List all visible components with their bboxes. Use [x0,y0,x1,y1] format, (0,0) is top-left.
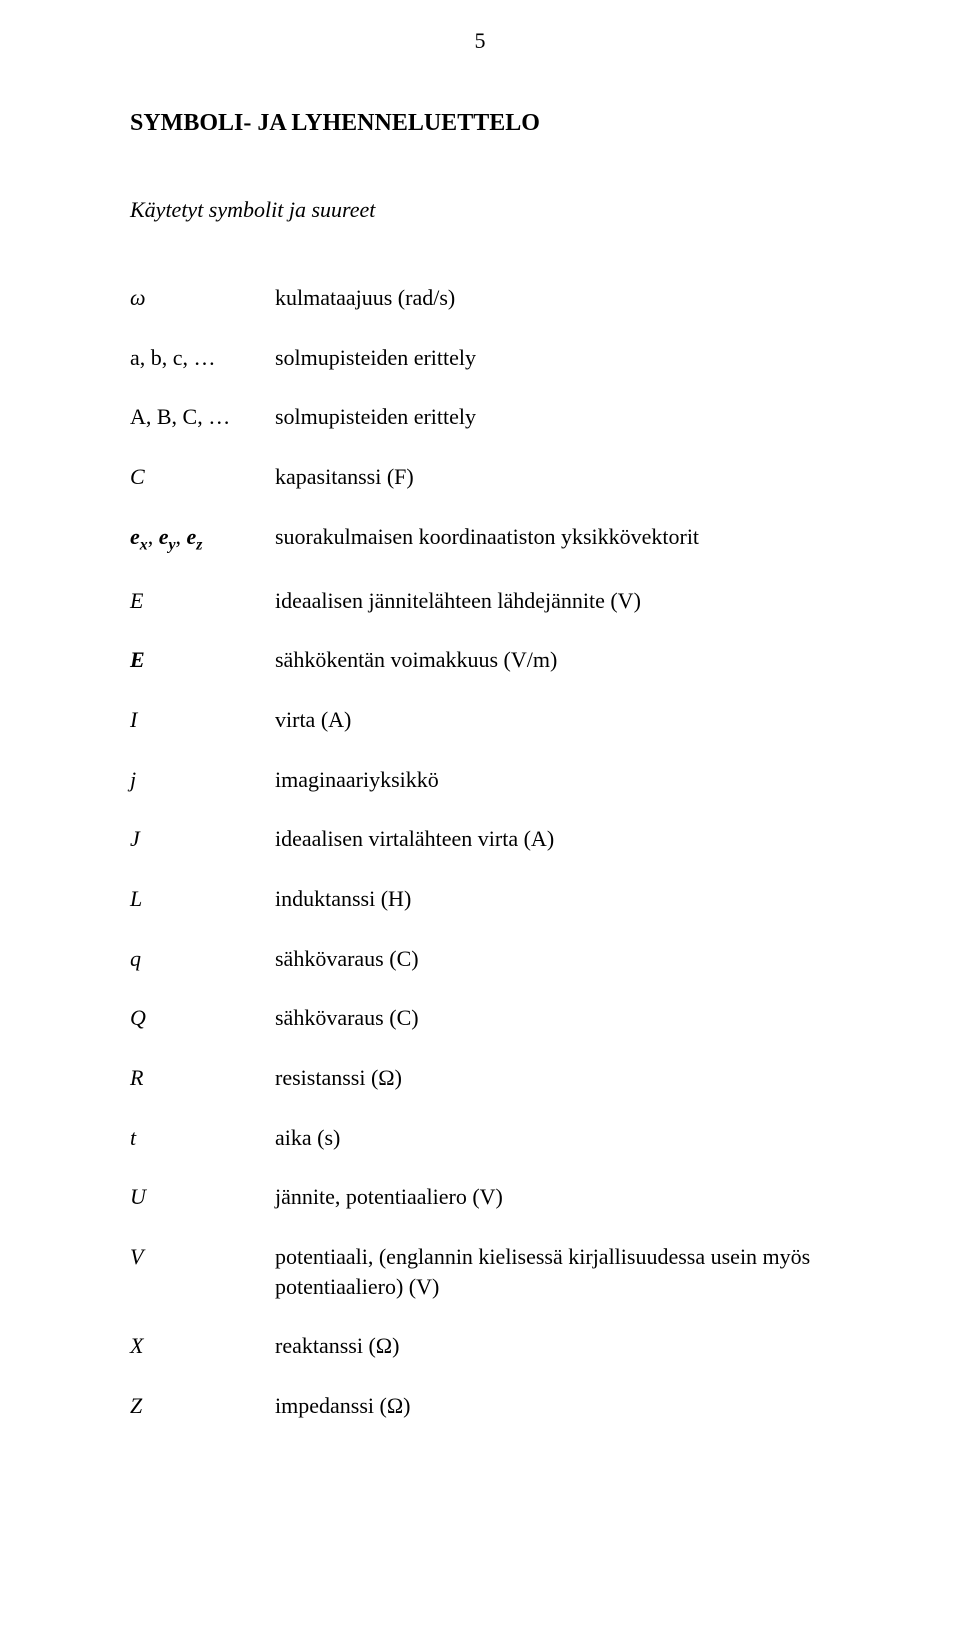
def-row-exyz: ex, ey, ez suorakulmaisen koordinaatisto… [130,522,850,556]
desc-l: induktanssi (H) [275,884,850,914]
def-row-e: E ideaalisen jännitelähteen lähdejännite… [130,586,850,616]
def-row-r: R resistanssi (Ω) [130,1063,850,1093]
e3: e [186,524,196,549]
page-number: 5 [0,28,960,54]
section-title: SYMBOLI- JA LYHENNELUETTELO [130,110,850,137]
symbol-abc: a, b, c, … [130,343,275,373]
symbol-omega: ω [130,283,275,313]
section-subtitle: Käytetyt symbolit ja suureet [130,197,850,223]
desc-r: resistanssi (Ω) [275,1063,850,1093]
symbol-v: V [130,1242,275,1272]
def-row-x: X reaktanssi (Ω) [130,1331,850,1361]
ellipsis: … [208,404,230,429]
def-row-omega: ω kulmataajuus (rad/s) [130,283,850,313]
desc-exyz: suorakulmaisen koordinaatiston yksikköve… [275,522,850,552]
symbol-q-upper: Q [130,1003,275,1033]
definition-list: ω kulmataajuus (rad/s) a, b, c, … solmup… [130,283,850,1421]
desc-e-bold: sähkökentän voimakkuus (V/m) [275,645,850,675]
symbol-q: q [130,944,275,974]
desc-i: virta (A) [275,705,850,735]
symbol-abc-upper-text: A, B, C, [130,404,208,429]
def-row-q-upper: Q sähkövaraus (C) [130,1003,850,1033]
symbol-e: E [130,586,275,616]
comma2: , [175,524,186,549]
e1: e [130,524,140,549]
def-row-v: V potentiaali, (englannin kielisessä kir… [130,1242,850,1301]
sub-z: z [196,536,202,553]
symbol-u: U [130,1182,275,1212]
symbol-exyz: ex, ey, ez [130,522,275,556]
symbol-abc-upper: A, B, C, … [130,402,275,432]
desc-q-upper: sähkövaraus (C) [275,1003,850,1033]
def-row-z: Z impedanssi (Ω) [130,1391,850,1421]
def-row-c: C kapasitanssi (F) [130,462,850,492]
desc-c: kapasitanssi (F) [275,462,850,492]
desc-z: impedanssi (Ω) [275,1391,850,1421]
e2: e [159,524,169,549]
symbol-e-bold: E [130,645,275,675]
def-row-abc-upper: A, B, C, … solmupisteiden erittely [130,402,850,432]
desc-t: aika (s) [275,1123,850,1153]
def-row-q: q sähkövaraus (C) [130,944,850,974]
def-row-e-bold: E sähkökentän voimakkuus (V/m) [130,645,850,675]
symbol-r: R [130,1063,275,1093]
desc-v: potentiaali, (englannin kielisessä kirja… [275,1242,850,1301]
desc-e: ideaalisen jännitelähteen lähdejännite (… [275,586,850,616]
symbol-i: I [130,705,275,735]
symbol-t: t [130,1123,275,1153]
desc-abc: solmupisteiden erittely [275,343,850,373]
def-row-t: t aika (s) [130,1123,850,1153]
desc-j: imaginaariyksikkö [275,765,850,795]
desc-abc-upper: solmupisteiden erittely [275,402,850,432]
symbol-j: j [130,765,275,795]
desc-x: reaktanssi (Ω) [275,1331,850,1361]
symbol-j-upper: J [130,824,275,854]
sub-x: x [140,536,148,553]
desc-j-upper: ideaalisen virtalähteen virta (A) [275,824,850,854]
def-row-j: j imaginaariyksikkö [130,765,850,795]
def-row-l: L induktanssi (H) [130,884,850,914]
document-page: 5 SYMBOLI- JA LYHENNELUETTELO Käytetyt s… [0,0,960,1630]
def-row-j-upper: J ideaalisen virtalähteen virta (A) [130,824,850,854]
ellipsis: … [194,345,216,370]
desc-u: jännite, potentiaaliero (V) [275,1182,850,1212]
comma1: , [148,524,159,549]
def-row-u: U jännite, potentiaaliero (V) [130,1182,850,1212]
symbol-z: Z [130,1391,275,1421]
symbol-c: C [130,462,275,492]
desc-q: sähkövaraus (C) [275,944,850,974]
def-row-i: I virta (A) [130,705,850,735]
symbol-x: X [130,1331,275,1361]
desc-omega: kulmataajuus (rad/s) [275,283,850,313]
symbol-l: L [130,884,275,914]
symbol-abc-text: a, b, c, [130,345,194,370]
def-row-abc: a, b, c, … solmupisteiden erittely [130,343,850,373]
